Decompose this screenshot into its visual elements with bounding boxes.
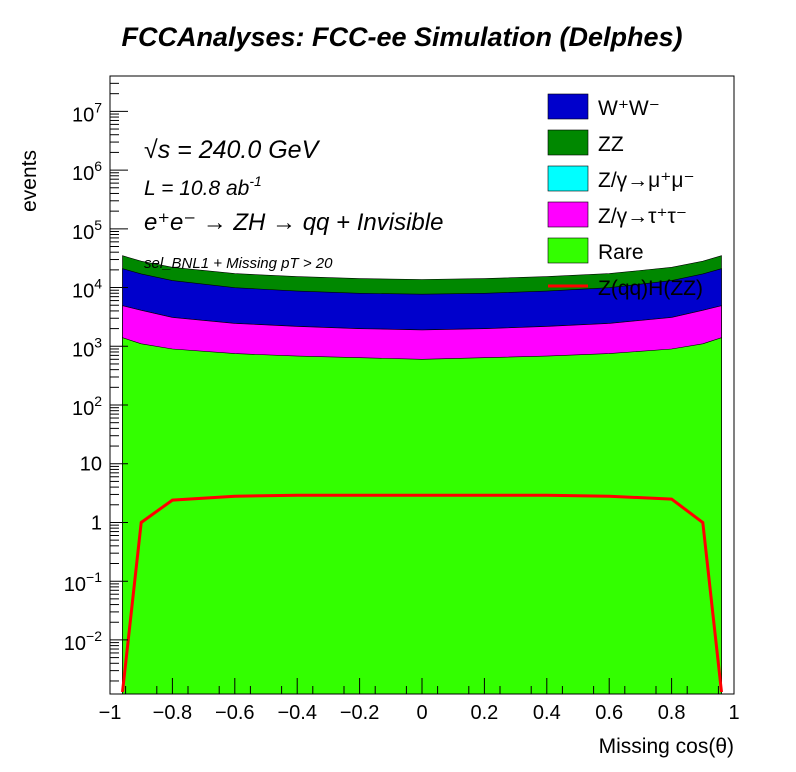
legend-swatch <box>547 93 589 120</box>
y-tick-label: 103 <box>72 334 102 361</box>
plot-title: FCCAnalyses: FCC-ee Simulation (Delphes) <box>121 22 682 52</box>
selection-label: sel_BNL1 + Missing pT > 20 <box>144 255 333 272</box>
stack-layer <box>122 255 722 695</box>
y-axis-label: events <box>18 150 41 212</box>
y-tick-label: 105 <box>72 217 102 244</box>
legend-swatch <box>547 165 589 192</box>
x-axis-label: Missing cos(θ) <box>599 735 734 758</box>
x-tick-label: −0.4 <box>277 702 316 724</box>
x-tick-label: 0.8 <box>658 702 686 724</box>
legend-label: ZZ <box>598 133 624 156</box>
legend-label: Z(qq)H(ZZ) <box>598 277 703 300</box>
y-tick-label: 104 <box>72 276 102 303</box>
legend-label: Rare <box>598 241 644 264</box>
x-tick-label: −0.2 <box>340 702 379 724</box>
legend: W⁺W⁻ ZZ Z/γ→μ⁺μ⁻ Z/γ→τ⁺τ⁻ Rare Z(qq)H(ZZ) <box>547 93 703 300</box>
x-tick-label: 0.4 <box>533 702 561 724</box>
legend-swatch <box>547 129 589 156</box>
y-tick-label: 107 <box>72 99 102 126</box>
x-tick-label: −0.6 <box>215 702 254 724</box>
x-tick-label: −0.8 <box>153 702 192 724</box>
signal-layer <box>121 493 723 693</box>
legend-label: Z/γ→τ⁺τ⁻ <box>598 205 687 228</box>
energy-label: √s = 240.0 GeV <box>144 136 321 164</box>
x-tick-label: 1 <box>728 702 739 724</box>
luminosity-exponent: -1 <box>249 173 261 189</box>
stack-area-33ff00 <box>122 337 722 695</box>
y-tick-label: 10−2 <box>64 628 102 655</box>
y-tick-label: 106 <box>72 158 102 185</box>
y-axis-ticks: 10−2 10−1 1 10 102 103 104 105 106 107 <box>64 75 128 682</box>
y-tick-label: 10−1 <box>64 569 102 596</box>
x-tick-label: 0 <box>416 702 427 724</box>
x-tick-label: 0.6 <box>595 702 623 724</box>
y-tick-label: 10 <box>80 454 102 476</box>
process-label: e⁺e⁻ → ZH → qq + Invisible <box>144 209 443 236</box>
luminosity-text: L = 10.8 ab <box>144 177 250 200</box>
legend-swatch <box>547 237 589 264</box>
legend-swatch <box>547 201 589 228</box>
legend-label: W⁺W⁻ <box>598 97 660 120</box>
y-tick-label: 102 <box>72 393 102 420</box>
legend-label: Z/γ→μ⁺μ⁻ <box>598 169 695 192</box>
x-axis-ticks: −1 −0.8 −0.6 −0.4 −0.2 0 0.2 0.4 0.6 0.8 1 <box>99 678 740 724</box>
x-tick-label: 0.2 <box>470 702 498 724</box>
signal-line <box>121 493 723 693</box>
y-tick-label: 1 <box>91 512 102 534</box>
luminosity-label: L = 10.8 ab-1 <box>144 173 262 200</box>
x-tick-label: −1 <box>99 702 122 724</box>
